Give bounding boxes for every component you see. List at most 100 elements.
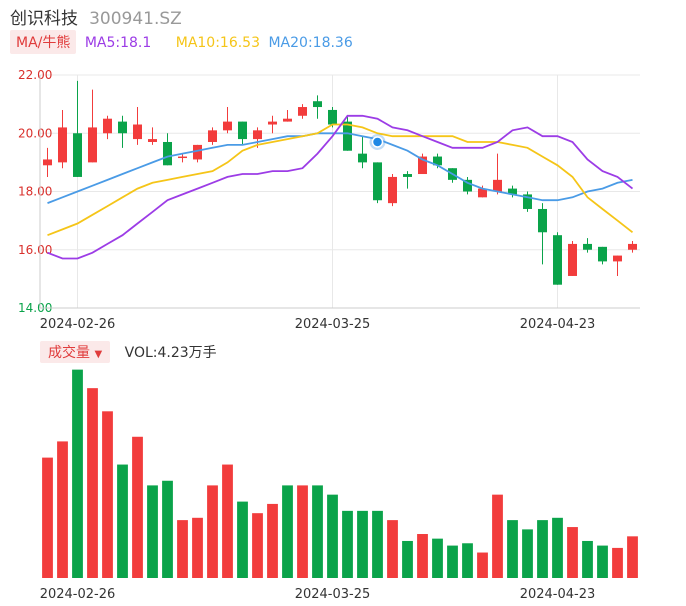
candle-down [118, 121, 127, 134]
volume-bar [537, 520, 548, 578]
candle-up [298, 107, 307, 116]
event-marker-icon [371, 136, 384, 148]
candle-up [493, 179, 502, 192]
ma-indicator-selector[interactable]: MA/牛熊 [10, 30, 77, 54]
volume-bar [87, 388, 98, 578]
volume-bar [102, 411, 113, 578]
x-tick-label: 2024-04-23 [520, 317, 596, 332]
candle-down [508, 188, 517, 195]
volume-bar [507, 520, 518, 578]
candle-up [478, 188, 487, 198]
volume-bar [267, 503, 278, 578]
candle-up [253, 130, 262, 140]
y-tick-label: 14.00 [18, 301, 52, 315]
candle-up [133, 124, 142, 140]
volume-bar [282, 485, 293, 578]
ma5-line [47, 114, 634, 260]
volume-bar [567, 527, 578, 578]
candle-down [163, 141, 172, 166]
volume-bar [252, 513, 263, 578]
volume-bar [162, 480, 173, 578]
ma20-legend: MA20:18.36 [268, 35, 353, 51]
volume-bar [522, 529, 533, 578]
x-tick-label: 2024-02-26 [40, 587, 116, 602]
candle-up [148, 139, 157, 142]
volume-bar [207, 485, 218, 578]
candle-down [463, 179, 472, 192]
volume-indicator-selector[interactable]: 成交量 ▼ [40, 341, 111, 363]
stock-code: 300941.SZ [89, 9, 182, 29]
x-tick-label: 2024-04-23 [520, 587, 596, 602]
volume-bar [297, 485, 308, 578]
candle-down [433, 156, 442, 166]
candle-down [73, 133, 82, 177]
volume-bar [597, 545, 608, 578]
candle-up [88, 127, 97, 163]
volume-legend: 成交量 ▼ VOL:4.23万手 [40, 341, 217, 363]
volume-bar [372, 510, 383, 578]
x-tick-label: 2024-03-25 [295, 317, 371, 332]
volume-bar [552, 517, 563, 578]
volume-tag-label: 成交量 [48, 345, 90, 361]
volume-bar [192, 517, 203, 578]
volume-bar [627, 536, 638, 578]
y-tick-label: 22.00 [18, 68, 52, 82]
ma20-line [47, 132, 633, 204]
ma-legend: MA/牛熊 MA5:18.1 MA10:16.53 MA20:18.36 [10, 30, 353, 54]
volume-bar [432, 538, 443, 578]
x-tick-label: 2024-02-26 [40, 317, 116, 332]
volume-bar [117, 464, 128, 578]
volume-bar [147, 485, 158, 578]
volume-bar [57, 441, 68, 578]
candle-down [373, 162, 382, 201]
volume-bar [132, 436, 143, 578]
volume-bar [492, 494, 503, 578]
x-tick-label: 2024-03-25 [295, 587, 371, 602]
volume-bar [402, 540, 413, 578]
candle-down [313, 101, 322, 108]
candle-down [328, 109, 337, 125]
candle-down [403, 174, 412, 177]
candle-down [523, 194, 532, 209]
candle-up [223, 121, 232, 131]
volume-bar [357, 510, 368, 578]
volume-bar [327, 494, 338, 578]
candle-down [538, 208, 547, 233]
candle-down [583, 243, 592, 250]
volume-bar [417, 534, 428, 578]
candle-up [208, 130, 217, 142]
candle-up [613, 255, 622, 262]
volume-bar [387, 520, 398, 578]
y-tick-label: 20.00 [18, 126, 52, 140]
volume-bar [612, 547, 623, 578]
candle-up [568, 243, 577, 276]
candle-up [58, 127, 67, 163]
stock-header: 创识科技 300941.SZ [10, 4, 182, 29]
candlestick-chart[interactable]: 22.00 20.00 18.00 16.00 14.00 2024-02-26 2024-… [0, 0, 686, 340]
candle-down [598, 246, 607, 262]
volume-bar [237, 501, 248, 578]
candle-up [418, 156, 427, 175]
volume-bar [582, 540, 593, 578]
y-tick-label: 16.00 [18, 243, 52, 257]
candle-up [43, 159, 52, 166]
volume-bar [462, 543, 473, 578]
candle-down [343, 121, 352, 151]
candle-up [103, 118, 112, 134]
volume-bar [447, 545, 458, 578]
volume-value: VOL:4.23万手 [124, 345, 217, 361]
candle-down [358, 153, 367, 163]
volume-bar [477, 552, 488, 578]
ma10-legend: MA10:16.53 [175, 35, 261, 51]
volume-bar [42, 457, 53, 578]
candle-down [553, 235, 562, 285]
candle-up [193, 144, 202, 160]
candle-up [178, 156, 187, 159]
dropdown-arrow-icon: ▼ [94, 349, 103, 360]
volume-bar [72, 369, 83, 578]
candle-up [628, 243, 637, 250]
volume-bar [177, 520, 188, 578]
candle-down [238, 121, 247, 140]
ma5-legend: MA5:18.1 [84, 35, 152, 51]
volume-bar [222, 464, 233, 578]
